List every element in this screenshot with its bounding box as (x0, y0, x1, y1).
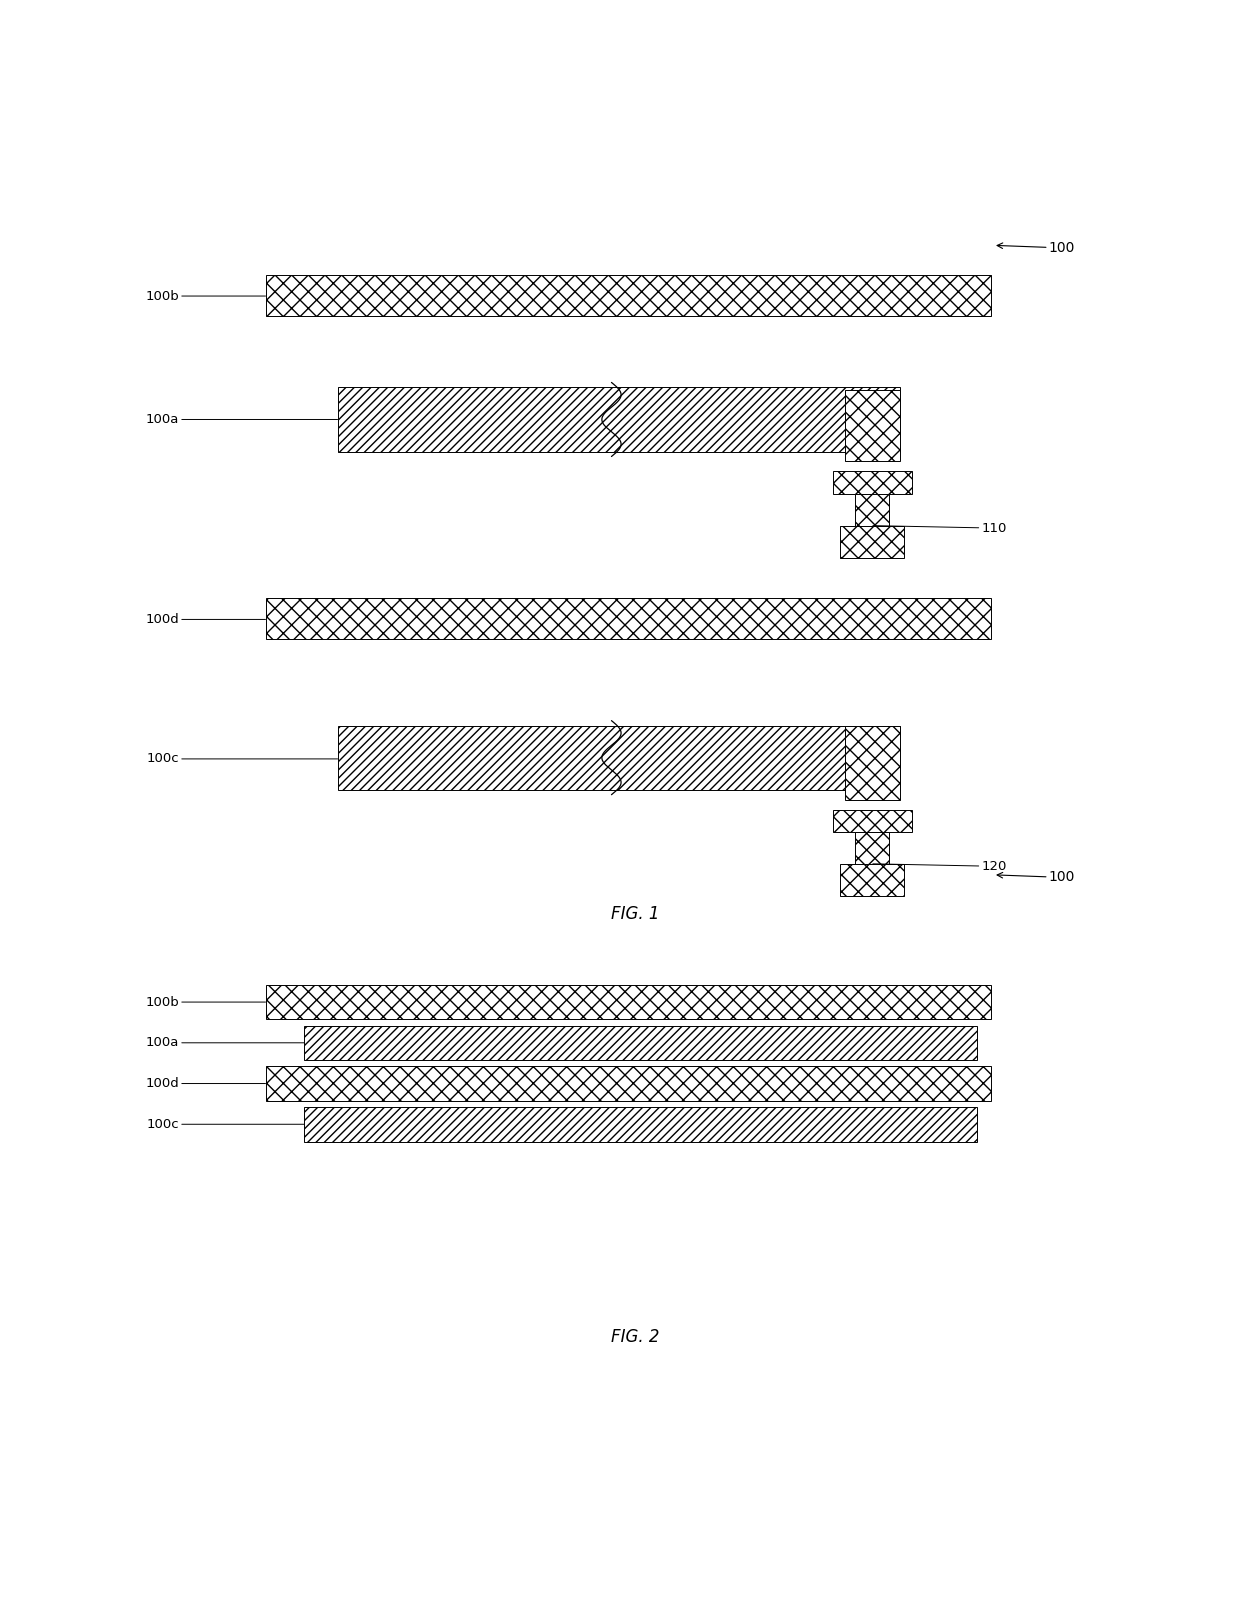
Bar (844, 726, 900, 800)
Bar (265, 276, 991, 316)
Text: 100d: 100d (145, 1077, 265, 1090)
Text: FIG. 2: FIG. 2 (611, 1327, 660, 1345)
Text: 100: 100 (997, 870, 1075, 885)
Text: 100b: 100b (145, 995, 265, 1008)
Text: 100c: 100c (146, 752, 337, 765)
Bar (841, 526, 904, 558)
Bar (337, 726, 900, 790)
Text: 100c: 100c (146, 1117, 304, 1130)
Text: 100: 100 (997, 240, 1075, 255)
Text: 110: 110 (873, 521, 1007, 534)
Bar (265, 1066, 991, 1101)
Text: FIG. 1: FIG. 1 (611, 906, 660, 923)
Bar (304, 1026, 977, 1060)
Bar (265, 598, 991, 640)
Bar (833, 810, 913, 832)
Bar (841, 864, 904, 896)
Text: 100b: 100b (145, 290, 265, 303)
Bar (854, 494, 889, 526)
Text: 100a: 100a (145, 1036, 304, 1050)
Text: 120: 120 (873, 859, 1007, 872)
Bar (304, 1108, 977, 1141)
Bar (844, 390, 900, 462)
Text: 100a: 100a (145, 414, 337, 426)
Bar (854, 832, 889, 864)
Bar (337, 388, 900, 452)
Bar (265, 984, 991, 1020)
Text: 100d: 100d (145, 612, 265, 625)
Bar (833, 471, 913, 494)
